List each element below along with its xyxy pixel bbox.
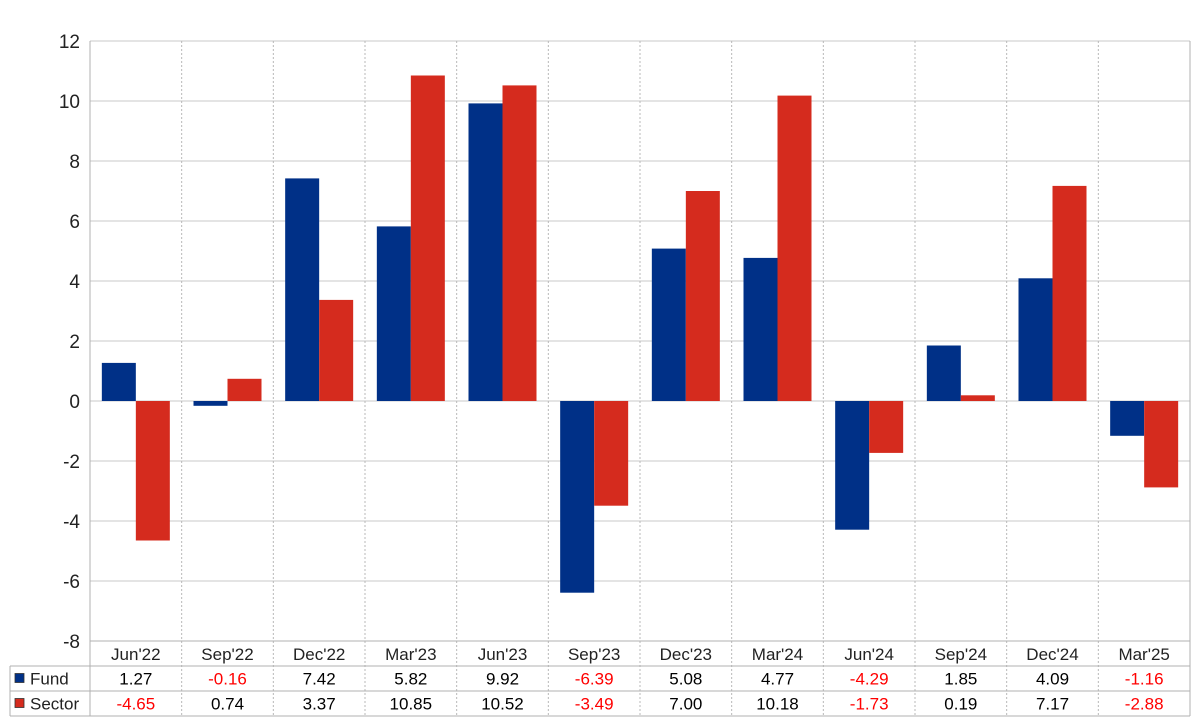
y-tick-label: 2 <box>69 332 80 353</box>
x-category-label: Sep'23 <box>568 645 620 664</box>
y-tick-label: -4 <box>63 512 80 533</box>
data-label: -0.16 <box>208 670 247 689</box>
data-label: -6.39 <box>575 670 614 689</box>
y-tick-label: 10 <box>59 92 80 113</box>
sector-bar <box>594 401 629 506</box>
fund-bar <box>101 362 136 401</box>
fund-bar <box>835 401 870 530</box>
sector-bar <box>227 378 262 401</box>
fund-bar <box>193 401 228 406</box>
legend-label: Fund <box>30 670 69 689</box>
data-label: -4.65 <box>116 695 155 714</box>
sector-bar <box>1144 401 1179 488</box>
data-label: -1.73 <box>850 695 889 714</box>
y-tick-label: 6 <box>69 212 80 233</box>
legend-swatch <box>14 673 25 683</box>
sector-bar <box>502 85 537 402</box>
x-category-label: Jun'24 <box>844 645 894 664</box>
legend-label: Sector <box>30 695 79 714</box>
fund-bar <box>285 178 320 401</box>
fund-bar <box>743 257 778 401</box>
data-label: 5.82 <box>394 670 427 689</box>
sector-bar <box>869 401 904 453</box>
x-category-label: Sep'24 <box>935 645 987 664</box>
x-category-label: Dec'24 <box>1026 645 1078 664</box>
fund-bar <box>468 103 503 402</box>
data-label: 7.00 <box>669 695 702 714</box>
sector-bar <box>1052 185 1087 401</box>
y-tick-label: -6 <box>63 572 80 593</box>
y-tick-label: 4 <box>69 272 80 293</box>
data-label: -3.49 <box>575 695 614 714</box>
sector-bar <box>410 75 445 401</box>
bars <box>101 75 1179 593</box>
x-category-label: Dec'23 <box>660 645 712 664</box>
data-label: 7.17 <box>1036 695 1069 714</box>
data-label: 5.08 <box>669 670 702 689</box>
data-label: 7.42 <box>303 670 336 689</box>
data-label: 9.92 <box>486 670 519 689</box>
data-table: Jun'22 Sep'22 Dec'22 Mar'23 Jun'23 Sep'23 Dec'… <box>9 640 1190 717</box>
fund-bar <box>376 226 411 401</box>
data-label: 10.85 <box>390 695 433 714</box>
fund-bar <box>1110 401 1145 436</box>
data-label: 1.27 <box>119 670 152 689</box>
fund-bar <box>1018 278 1053 401</box>
y-tick-label: 0 <box>69 392 80 413</box>
fund-bar <box>560 401 595 593</box>
sector-bar <box>685 191 720 401</box>
y-axis: -8 -6 -4 -2 0 2 4 6 8 10 12 <box>59 32 81 653</box>
data-label: 10.18 <box>756 695 799 714</box>
data-label: 4.09 <box>1036 670 1069 689</box>
data-label: 1.85 <box>944 670 977 689</box>
x-category-label: Mar'24 <box>752 645 803 664</box>
x-category-label: Mar'23 <box>385 645 436 664</box>
y-tick-label: -8 <box>63 632 80 653</box>
x-category-label: Jun'22 <box>111 645 161 664</box>
data-label: 4.77 <box>761 670 794 689</box>
data-label: -2.88 <box>1125 695 1164 714</box>
y-tick-label: 12 <box>59 32 80 53</box>
sector-bar <box>960 395 995 401</box>
sector-bar <box>319 299 354 401</box>
data-label: -1.16 <box>1125 670 1164 689</box>
fund-bar <box>926 345 961 401</box>
x-category-label: Sep'22 <box>201 645 253 664</box>
sector-bar <box>777 95 812 401</box>
x-category-label: Jun'23 <box>478 645 528 664</box>
fund-bar <box>651 248 686 401</box>
sector-bar <box>135 401 170 541</box>
data-label: 3.37 <box>303 695 336 714</box>
gridlines <box>89 40 1191 716</box>
y-tick-label: 8 <box>69 152 80 173</box>
data-label: 0.19 <box>944 695 977 714</box>
data-label: 0.74 <box>211 695 244 714</box>
x-category-label: Dec'22 <box>293 645 345 664</box>
x-category-label: Mar'25 <box>1118 645 1169 664</box>
y-tick-label: -2 <box>63 452 80 473</box>
legend-swatch <box>14 698 25 708</box>
data-label: -4.29 <box>850 670 889 689</box>
data-label: 10.52 <box>481 695 524 714</box>
